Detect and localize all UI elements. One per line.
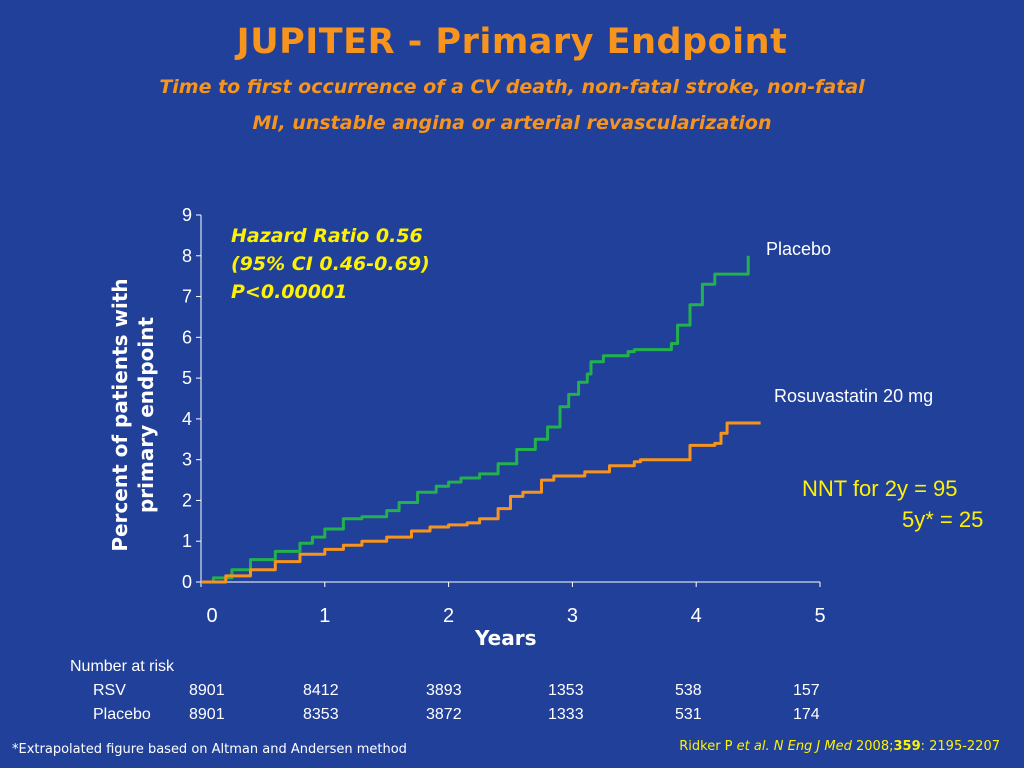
risk-cell: 3872 [426,706,462,723]
risk-cell: 8353 [303,706,339,723]
hazard-ratio-annotation: Hazard Ratio 0.56 (95% CI 0.46-0.69) P<0… [231,222,430,306]
risk-cell: 8901 [189,706,225,723]
risk-row-label-rsv: RSV [93,682,126,699]
p-value-line: P<0.00001 [231,281,348,303]
y-tick-label: 1 [182,531,192,551]
citation-journal: N Eng J Med [769,739,852,754]
risk-cell: 8901 [189,682,225,699]
x-tick-label: 1 [319,605,330,627]
x-tick-label: 0 [206,605,217,627]
rosuvastatin-series-label: Rosuvastatin 20 mg [774,386,934,406]
citation: Ridker P et al. N Eng J Med 2008;359: 21… [679,739,1000,754]
citation-year: 2008; [851,739,894,754]
x-tick-label: 5 [814,605,825,627]
risk-cell: 531 [675,706,702,723]
y-axis-label: Percent of patients with primary endpoint [108,278,158,552]
footnote: *Extrapolated figure based on Altman and… [12,742,407,757]
placebo-series-label: Placebo [766,239,832,259]
hazard-ratio-line: Hazard Ratio 0.56 [231,225,423,247]
risk-cell: 3893 [426,682,462,699]
y-tick-label: 0 [182,572,192,592]
risk-cell: 8412 [303,682,339,699]
x-axis-label: Years [475,626,537,650]
y-tick-label: 8 [182,246,192,266]
y-tick-label: 2 [182,490,192,510]
placebo-curve [201,255,750,584]
y-tick-label: 9 [182,205,192,225]
citation-authors: Ridker P [679,739,737,754]
risk-cell: 174 [793,706,820,723]
x-tick-label: 2 [443,605,454,627]
citation-volume: 359 [893,739,921,754]
slide-subtitle-line1: Time to first occurrence of a CV death, … [159,76,865,98]
citation-pages: : 2195-2207 [920,739,1000,754]
risk-cell: 157 [793,682,820,699]
y-tick-label: 3 [182,450,192,470]
rosuvastatin-curve [201,421,761,584]
citation-etal: et al. [736,739,770,754]
y-tick-label: 5 [182,368,192,388]
risk-row-label-placebo: Placebo [93,706,151,723]
x-tick-label: 4 [691,605,702,627]
risk-cell: 1353 [548,682,584,699]
risk-cell: 1333 [548,706,584,723]
x-tick-label: 3 [567,605,578,627]
slide-title: JUPITER - Primary Endpoint [236,22,788,62]
nnt-5y: 5y* = 25 [902,507,984,532]
confidence-interval-line: (95% CI 0.46-0.69) [231,253,430,275]
y-tick-label: 4 [182,409,192,429]
risk-cell: 538 [675,682,702,699]
y-tick-label: 6 [182,327,192,347]
y-tick-label: 7 [182,287,192,307]
nnt-2y: NNT for 2y = 95 [802,476,958,501]
slide-subtitle-line2: MI, unstable angina or arterial revascul… [252,112,772,134]
risk-table-title: Number at risk [70,658,175,675]
